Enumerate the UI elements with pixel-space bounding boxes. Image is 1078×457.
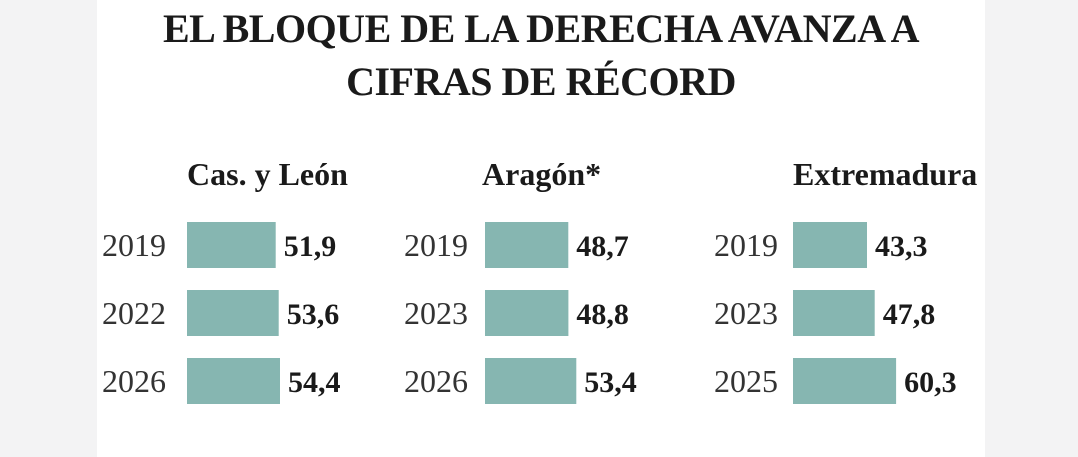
panel-title-aragon: Aragón* (482, 156, 601, 192)
bar (187, 358, 280, 404)
bar (485, 358, 577, 404)
value-label: 54,4 (288, 366, 341, 399)
bar (793, 222, 867, 268)
year-label: 2026 (404, 363, 468, 399)
value-label: 48,8 (576, 298, 629, 331)
chart-title-line-1: EL BLOQUE DE LA DERECHA AVANZA A (162, 6, 920, 51)
year-label: 2022 (102, 295, 166, 331)
year-label: 2019 (102, 227, 166, 263)
bar-chart: Cas. y León 2019 51,9 2022 53,6 2026 54,4 Aragó… (102, 156, 977, 404)
year-label: 2023 (404, 295, 468, 331)
year-label: 2019 (404, 227, 468, 263)
chart-title-line-2: CIFRAS DE RÉCORD (346, 59, 736, 104)
value-label: 51,9 (284, 230, 337, 263)
bar (187, 290, 279, 336)
bar (793, 358, 897, 404)
panel-title-extremadura: Extremadura (793, 156, 977, 192)
value-label: 48,7 (576, 230, 629, 263)
value-label: 53,6 (287, 298, 340, 331)
value-label: 43,3 (875, 230, 928, 263)
year-label: 2019 (714, 227, 778, 263)
chart-card: EL BLOQUE DE LA DERECHA AVANZA A CIFRAS … (97, 0, 985, 457)
value-label: 60,3 (904, 366, 957, 399)
year-label: 2026 (102, 363, 166, 399)
year-label: 2025 (714, 363, 778, 399)
value-label: 47,8 (883, 298, 936, 331)
value-label: 53,4 (584, 366, 637, 399)
bar (187, 222, 276, 268)
bar (485, 290, 569, 336)
bar (793, 290, 875, 336)
year-label: 2023 (714, 295, 778, 331)
panel-title-cas-y-leon: Cas. y León (187, 156, 348, 192)
chart-title: EL BLOQUE DE LA DERECHA AVANZA A CIFRAS … (97, 2, 985, 108)
bar (485, 222, 569, 268)
